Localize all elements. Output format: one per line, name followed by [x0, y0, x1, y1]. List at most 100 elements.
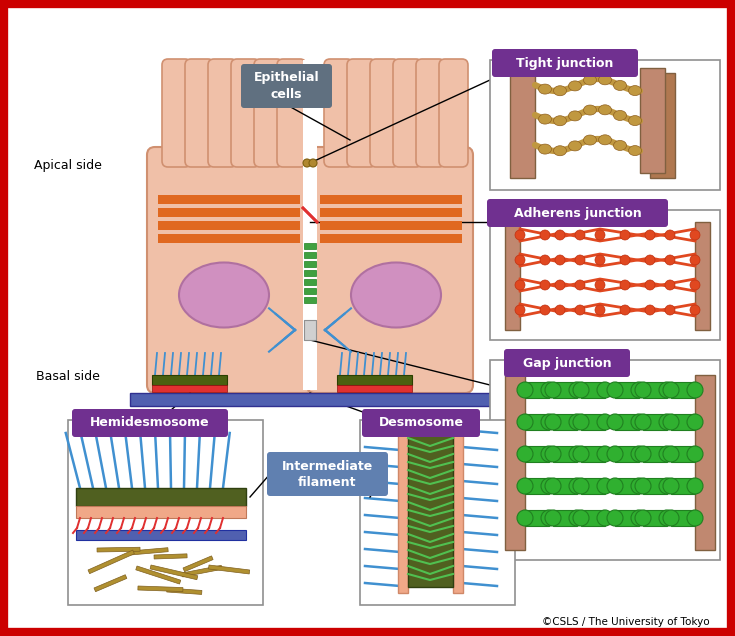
Bar	[643, 382, 667, 398]
Ellipse shape	[545, 382, 561, 398]
Bar	[505, 375, 525, 550]
Ellipse shape	[665, 255, 675, 265]
Ellipse shape	[663, 446, 679, 462]
Ellipse shape	[573, 382, 589, 398]
Bar	[671, 446, 695, 462]
Ellipse shape	[541, 414, 557, 430]
Bar	[398, 428, 408, 593]
Ellipse shape	[687, 382, 703, 398]
Ellipse shape	[635, 382, 651, 398]
Ellipse shape	[303, 159, 311, 167]
Text: Basal side: Basal side	[36, 371, 100, 384]
Bar	[581, 510, 605, 526]
Ellipse shape	[631, 414, 647, 430]
Bar	[68, 420, 263, 605]
Bar	[320, 208, 462, 217]
FancyBboxPatch shape	[492, 49, 638, 77]
Ellipse shape	[614, 141, 626, 151]
Ellipse shape	[517, 446, 533, 462]
Text: Gap junction: Gap junction	[523, 357, 612, 370]
Bar	[304, 279, 316, 285]
Ellipse shape	[569, 446, 585, 462]
Bar	[76, 488, 246, 506]
Bar	[76, 530, 246, 540]
Bar	[167, 588, 202, 595]
Ellipse shape	[687, 446, 703, 462]
Bar	[304, 288, 316, 294]
Ellipse shape	[569, 478, 585, 494]
Ellipse shape	[595, 305, 605, 315]
Bar	[505, 222, 520, 330]
FancyBboxPatch shape	[208, 59, 237, 167]
Ellipse shape	[575, 305, 585, 315]
Ellipse shape	[607, 446, 623, 462]
Ellipse shape	[690, 255, 700, 265]
Bar	[553, 382, 577, 398]
Ellipse shape	[620, 230, 630, 240]
Ellipse shape	[515, 230, 525, 240]
Bar	[304, 252, 316, 258]
Ellipse shape	[595, 230, 605, 240]
Ellipse shape	[515, 255, 525, 265]
Ellipse shape	[573, 510, 589, 526]
FancyBboxPatch shape	[416, 59, 445, 167]
Ellipse shape	[620, 305, 630, 315]
Ellipse shape	[540, 280, 550, 290]
Bar	[304, 320, 316, 340]
Bar	[158, 195, 300, 204]
Ellipse shape	[635, 414, 651, 430]
Ellipse shape	[690, 305, 700, 315]
Ellipse shape	[607, 382, 623, 398]
Ellipse shape	[575, 280, 585, 290]
Ellipse shape	[569, 510, 585, 526]
Ellipse shape	[607, 478, 623, 494]
Ellipse shape	[614, 111, 626, 120]
Ellipse shape	[553, 116, 567, 126]
Ellipse shape	[690, 230, 700, 240]
FancyBboxPatch shape	[185, 59, 214, 167]
Ellipse shape	[620, 255, 630, 265]
Bar	[525, 382, 549, 398]
Ellipse shape	[573, 446, 589, 462]
Bar	[490, 60, 720, 190]
Bar	[97, 547, 140, 552]
Ellipse shape	[584, 105, 597, 115]
Bar	[94, 575, 127, 591]
Ellipse shape	[659, 446, 675, 462]
Ellipse shape	[545, 446, 561, 462]
Ellipse shape	[598, 135, 612, 145]
Ellipse shape	[545, 478, 561, 494]
Bar	[581, 446, 605, 462]
Ellipse shape	[573, 478, 589, 494]
Text: ©CSLS / The University of Tokyo: ©CSLS / The University of Tokyo	[542, 617, 710, 627]
Bar	[320, 195, 462, 204]
Text: Basal
lamina: Basal lamina	[515, 385, 553, 407]
Bar	[490, 210, 720, 340]
Bar	[615, 478, 639, 494]
Bar	[553, 414, 577, 430]
FancyBboxPatch shape	[487, 199, 668, 227]
Bar	[303, 60, 317, 390]
Ellipse shape	[598, 75, 612, 85]
Bar	[304, 297, 316, 303]
Bar	[360, 420, 515, 605]
Bar	[553, 510, 577, 526]
Bar	[553, 478, 577, 494]
Ellipse shape	[620, 280, 630, 290]
FancyBboxPatch shape	[504, 349, 630, 377]
Ellipse shape	[628, 116, 642, 125]
Ellipse shape	[687, 478, 703, 494]
Ellipse shape	[545, 510, 561, 526]
Text: Apical side: Apical side	[34, 158, 102, 172]
Bar	[671, 478, 695, 494]
Bar	[138, 586, 183, 591]
FancyBboxPatch shape	[307, 147, 473, 393]
Bar	[525, 478, 549, 494]
Text: Epithelial
cells: Epithelial cells	[254, 71, 319, 100]
Bar	[183, 556, 213, 572]
Ellipse shape	[663, 414, 679, 430]
Ellipse shape	[659, 510, 675, 526]
Ellipse shape	[540, 255, 550, 265]
Ellipse shape	[665, 280, 675, 290]
Ellipse shape	[631, 382, 647, 398]
